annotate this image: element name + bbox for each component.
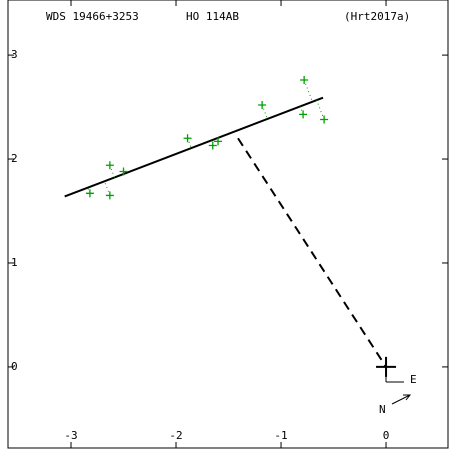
residual [109, 165, 115, 178]
frame [7, 0, 449, 449]
point [183, 134, 192, 143]
y-tick-label: 3 [11, 48, 18, 61]
point [85, 189, 94, 198]
point [208, 141, 217, 150]
point [214, 137, 223, 146]
motion-arrow [391, 394, 411, 405]
x-tick-label: -2 [169, 429, 182, 442]
header-wds: WDS 19466+3253 [46, 10, 139, 23]
fit-line [64, 96, 324, 198]
y-tick-label: 1 [11, 256, 18, 269]
x-tick-label: -1 [274, 429, 287, 442]
header-name: HO 114AB [186, 10, 239, 23]
compass [385, 367, 412, 405]
point [299, 110, 308, 119]
residual [299, 106, 304, 115]
compass-e: E [410, 373, 417, 386]
point [300, 76, 309, 85]
point [320, 115, 329, 124]
primary-star [376, 356, 397, 377]
node-line [237, 137, 387, 368]
x-tick-label: -3 [64, 429, 77, 442]
y-tick-label: 0 [11, 360, 18, 373]
residual [316, 99, 325, 120]
residual [303, 79, 313, 102]
header-ref: (Hrt2017a) [344, 10, 410, 23]
residual [103, 181, 111, 196]
point [258, 100, 267, 109]
x-tick-label: 0 [383, 429, 390, 442]
point [105, 161, 114, 170]
point [119, 167, 128, 176]
residual [261, 104, 268, 120]
point [105, 191, 114, 200]
y-tick-label: 2 [11, 152, 18, 165]
residual [187, 138, 192, 149]
arrow-head [403, 394, 412, 401]
compass-n: N [379, 403, 386, 416]
